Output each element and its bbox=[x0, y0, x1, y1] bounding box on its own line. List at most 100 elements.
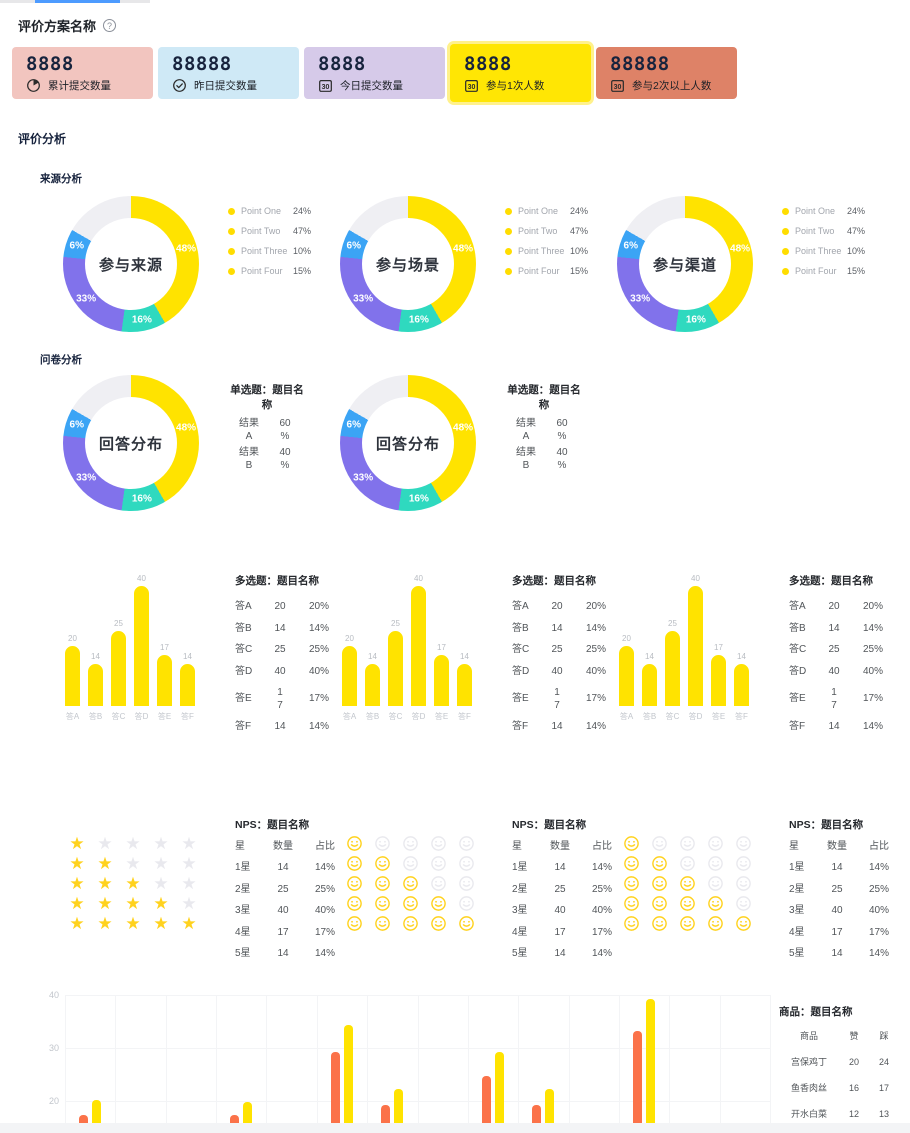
legend-value: 10% bbox=[570, 246, 589, 256]
survey-chart-col: 回答分布 48% 16% 33% 6% 单选题：题目名 称结果 A 60 % 结果 B 40 … bbox=[63, 375, 340, 511]
bar[interactable] bbox=[388, 631, 403, 706]
bar[interactable] bbox=[434, 655, 449, 706]
smiley-icon bbox=[706, 895, 724, 913]
donut-chart-survey-1[interactable]: 回答分布 48% 16% 33% 6% bbox=[63, 375, 199, 511]
bar[interactable] bbox=[633, 1030, 643, 1133]
legend-item[interactable]: Point Three 10% bbox=[505, 246, 588, 256]
star-icon: ★ bbox=[125, 853, 141, 873]
legend-value: 47% bbox=[847, 226, 866, 236]
bar[interactable] bbox=[243, 1102, 253, 1133]
bar[interactable] bbox=[532, 1104, 542, 1133]
multi-choice-table: 多选题：题目名称 答A 20 20% 答B 14 14% 答C 25 25% 答D 40 40% 答E 1 … bbox=[789, 573, 885, 743]
bar[interactable] bbox=[394, 1088, 404, 1133]
table-cell: 2星 bbox=[235, 883, 251, 895]
help-icon[interactable]: ? bbox=[103, 19, 117, 32]
bar[interactable] bbox=[457, 664, 472, 706]
bar[interactable] bbox=[134, 586, 149, 706]
table-row: 答C 25 25% bbox=[789, 644, 885, 657]
table-row: 答E 1 7 17% bbox=[235, 687, 331, 712]
table-cell: 5星 bbox=[789, 948, 805, 959]
bar[interactable] bbox=[619, 646, 634, 706]
table-row: 3星 40 40% bbox=[789, 905, 889, 918]
stat-card-2[interactable]: 88888 昨日提交数量 bbox=[158, 47, 299, 99]
bar[interactable] bbox=[343, 1025, 353, 1133]
tab-strip[interactable] bbox=[0, 0, 150, 3]
bar[interactable] bbox=[330, 1051, 340, 1133]
legend-name: Point Two bbox=[241, 226, 281, 236]
table-cell: 20 bbox=[551, 601, 563, 612]
bar[interactable] bbox=[381, 1104, 391, 1133]
smiley-icon bbox=[622, 835, 640, 853]
bar[interactable] bbox=[411, 586, 426, 706]
bar[interactable] bbox=[545, 1088, 555, 1133]
bar[interactable] bbox=[92, 1099, 102, 1133]
table-cell: 2星 bbox=[512, 883, 528, 895]
table-cell: 14 bbox=[274, 721, 286, 732]
legend-item[interactable]: Point Two 47% bbox=[505, 226, 588, 236]
table-title: NPS：题目名称 bbox=[235, 818, 310, 831]
donut-chart-source-1[interactable]: 参与来源 48% 16% 33% 6% bbox=[63, 196, 199, 332]
multi-select-col: 20 答A 14 答B 25 答C 40 答D 17 答E 14 答F 多选题：题目名称 答A 20 20%… bbox=[63, 573, 340, 743]
table-cell: 答D bbox=[235, 665, 253, 677]
bar-category-label: 答F bbox=[735, 712, 748, 721]
bar-chart-multi-2: 20 答A 14 答B 25 答C 40 答D 17 答E 14 答F bbox=[340, 573, 512, 723]
bar[interactable] bbox=[734, 664, 749, 706]
multi-select-row: 20 答A 14 答B 25 答C 40 答D 17 答E 14 答F 多选题：题目名称 答A 20 20%… bbox=[63, 573, 910, 743]
bar[interactable] bbox=[642, 664, 657, 706]
donut-chart-source-2[interactable]: 参与场景 48% 16% 33% 6% bbox=[340, 196, 476, 332]
bar-column: 14 答B bbox=[88, 652, 103, 723]
stat-card-label: 今日提交数量 bbox=[340, 80, 403, 92]
bar[interactable] bbox=[365, 664, 380, 706]
stat-card-label-row: 30 今日提交数量 bbox=[318, 78, 445, 93]
star-icon: ★ bbox=[153, 873, 169, 893]
bar[interactable] bbox=[665, 631, 680, 706]
smiley-icon bbox=[345, 875, 363, 893]
stat-card-1[interactable]: 8888 累计提交数量 bbox=[12, 47, 153, 99]
bar[interactable] bbox=[495, 1051, 505, 1133]
bar-category-label: 答D bbox=[411, 712, 426, 721]
legend-item[interactable]: Point Three 10% bbox=[782, 246, 865, 256]
donut-segment-label: 33% bbox=[76, 472, 97, 484]
stat-card-5[interactable]: 88888 30 参与2次以上人数 bbox=[596, 47, 737, 99]
bar[interactable] bbox=[157, 655, 172, 706]
donut-chart-source-3[interactable]: 参与渠道 48% 16% 33% 6% bbox=[617, 196, 753, 332]
smiley-icon bbox=[622, 875, 640, 893]
bar[interactable] bbox=[711, 655, 726, 706]
stat-card-value: 88888 bbox=[172, 53, 232, 75]
bar[interactable] bbox=[646, 998, 656, 1133]
table-cell: 14 bbox=[274, 622, 286, 634]
svg-text:30: 30 bbox=[322, 84, 330, 91]
bar[interactable] bbox=[111, 631, 126, 706]
table-cell: 答B bbox=[235, 622, 252, 634]
legend-item[interactable]: Point Two 47% bbox=[228, 226, 311, 236]
bar[interactable] bbox=[180, 664, 195, 706]
legend-value: 47% bbox=[570, 226, 589, 236]
stat-card-3[interactable]: 8888 30 今日提交数量 bbox=[304, 47, 445, 99]
stat-card-4[interactable]: 8888 30 参与1次人数 bbox=[450, 44, 591, 102]
bar[interactable] bbox=[482, 1075, 492, 1133]
legend-item[interactable]: Point One 24% bbox=[782, 206, 865, 216]
bar[interactable] bbox=[65, 646, 80, 706]
legend-item[interactable]: Point Two 47% bbox=[782, 226, 865, 236]
legend-item[interactable]: Point Four 15% bbox=[228, 266, 311, 276]
table-cell: 答E bbox=[235, 693, 252, 705]
legend-item[interactable]: Point Four 15% bbox=[505, 266, 588, 276]
legend-item[interactable]: Point Three 10% bbox=[228, 246, 311, 256]
table-cell: 14% bbox=[314, 948, 335, 959]
legend-item[interactable]: Point One 24% bbox=[505, 206, 588, 216]
table-cell: 14 bbox=[554, 862, 566, 873]
bar[interactable] bbox=[342, 646, 357, 706]
bar-category-label: 答E bbox=[711, 712, 726, 721]
legend-item[interactable]: Point One 24% bbox=[228, 206, 311, 216]
legend-item[interactable]: Point Four 15% bbox=[782, 266, 865, 276]
table-cell: 40% bbox=[314, 905, 335, 916]
table-row: 答D 40 40% bbox=[789, 666, 885, 679]
bar[interactable] bbox=[688, 586, 703, 706]
table-cell: 40% bbox=[868, 905, 889, 916]
table-row: 答B 14 14% bbox=[235, 623, 331, 636]
bar-value-label: 17 bbox=[437, 643, 446, 652]
bar[interactable] bbox=[88, 664, 103, 706]
donut-chart-survey-2[interactable]: 回答分布 48% 16% 33% 6% bbox=[340, 375, 476, 511]
table-cell: 25 bbox=[551, 644, 563, 655]
star-icon: ★ bbox=[69, 893, 85, 913]
